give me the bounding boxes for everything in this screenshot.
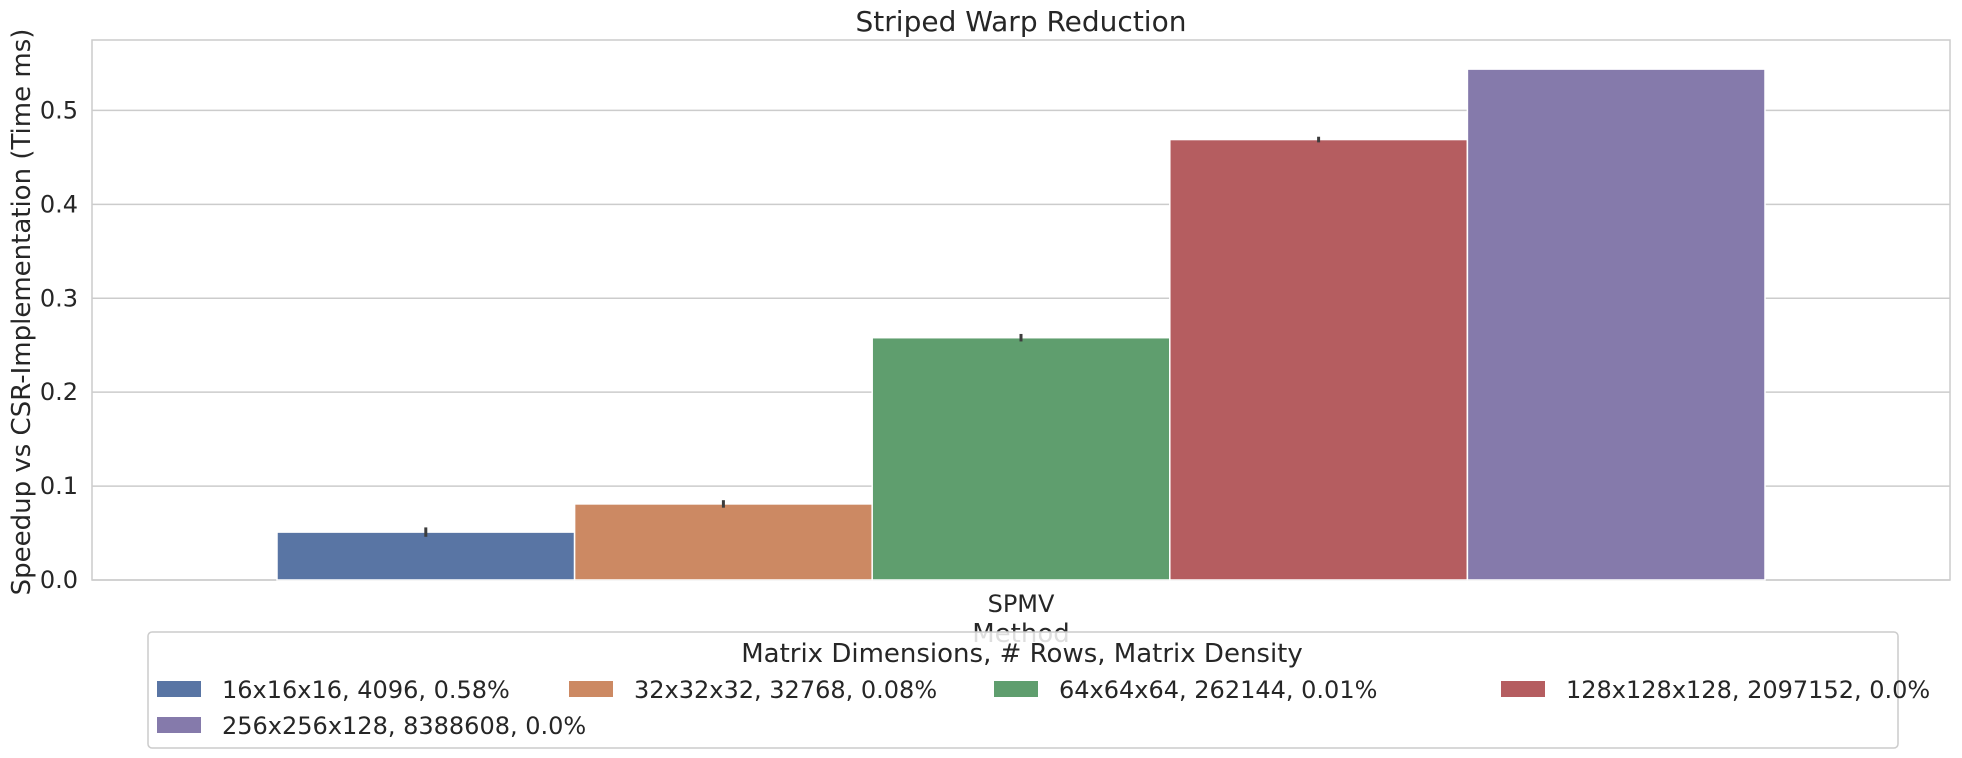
legend-swatch-3	[994, 681, 1038, 697]
y-tick-label: 0.5	[40, 96, 78, 124]
y-tick-label: 0.1	[40, 472, 78, 500]
bar-5	[1466, 68, 1766, 581]
y-tick-label: 0.3	[40, 284, 78, 312]
bar-1	[276, 531, 576, 581]
y-axis-ticks: 0.0 0.1 0.2 0.3 0.4 0.5	[40, 96, 78, 594]
legend: Matrix Dimensions, # Rows, Matrix Densit…	[147, 631, 1930, 749]
legend-swatch-4	[1501, 681, 1545, 697]
y-tick-label: 0.0	[40, 566, 78, 594]
y-tick-label: 0.4	[40, 190, 78, 218]
legend-swatch-1	[157, 681, 201, 697]
bar-4	[1169, 138, 1469, 581]
bars	[276, 68, 1766, 581]
legend-swatch-5	[157, 717, 201, 733]
legend-label-4: 128x128x128, 2097152, 0.0%	[1566, 676, 1930, 704]
x-axis-ticks: SPMV	[988, 590, 1055, 618]
legend-label-5: 256x256x128, 8388608, 0.0%	[222, 712, 586, 740]
legend-label-1: 16x16x16, 4096, 0.58%	[222, 676, 510, 704]
legend-swatch-2	[569, 681, 613, 697]
chart-title: Striped Warp Reduction	[856, 5, 1187, 38]
bar-3	[871, 336, 1171, 581]
legend-label-3: 64x64x64, 262144, 0.01%	[1059, 676, 1377, 704]
bar-2	[573, 503, 873, 581]
x-tick-label: SPMV	[988, 590, 1055, 618]
legend-label-2: 32x32x32, 32768, 0.08%	[634, 676, 937, 704]
legend-title: Matrix Dimensions, # Rows, Matrix Densit…	[741, 639, 1303, 669]
y-axis-label: Speedup vs CSR-Implementation (Time ms)	[7, 29, 37, 596]
y-tick-label: 0.2	[40, 378, 78, 406]
